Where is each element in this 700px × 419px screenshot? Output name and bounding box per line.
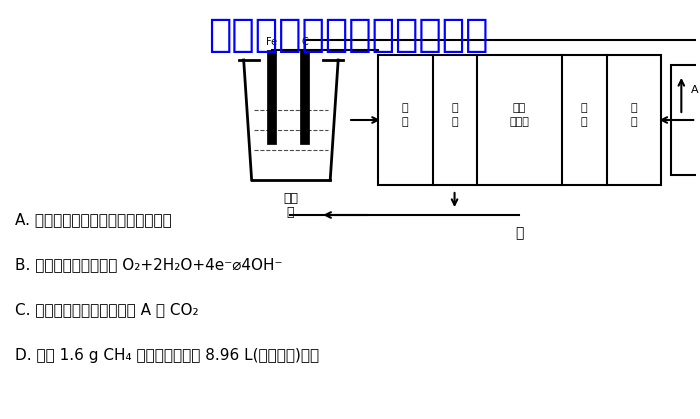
Text: 电
极: 电 极 — [452, 103, 458, 127]
Text: 微信公众号关注：趋找答案: 微信公众号关注：趋找答案 — [208, 16, 489, 54]
Text: D. 消耗 1.6 g CH₄ 时，碳电极生成 8.96 L(标准状况)气体: D. 消耗 1.6 g CH₄ 时，碳电极生成 8.96 L(标准状况)气体 — [15, 347, 319, 362]
Text: 乙: 乙 — [515, 226, 524, 240]
Text: 甲
烷: 甲 烷 — [402, 103, 408, 127]
Text: Fe: Fe — [266, 37, 277, 47]
Bar — [378, 55, 662, 185]
Text: 污水: 污水 — [283, 191, 298, 204]
Text: 甲: 甲 — [287, 205, 294, 218]
Text: 空
气: 空 气 — [630, 103, 637, 127]
Text: 熔酸
碳酸盐: 熔酸 碳酸盐 — [510, 103, 529, 127]
Text: A. 甲装置为电解池，且铁电极为阳极: A. 甲装置为电解池，且铁电极为阳极 — [15, 212, 172, 228]
Text: C: C — [302, 37, 309, 47]
Text: C. 乙池工作时，循环的物质 A 为 CO₂: C. 乙池工作时，循环的物质 A 为 CO₂ — [15, 303, 199, 318]
Text: 电
极: 电 极 — [580, 103, 587, 127]
Text: A: A — [692, 85, 699, 95]
Bar — [671, 65, 700, 175]
Text: B. 乙池的正极反应式为 O₂+2H₂O+4e⁻⌀4OH⁻: B. 乙池的正极反应式为 O₂+2H₂O+4e⁻⌀4OH⁻ — [15, 258, 282, 272]
